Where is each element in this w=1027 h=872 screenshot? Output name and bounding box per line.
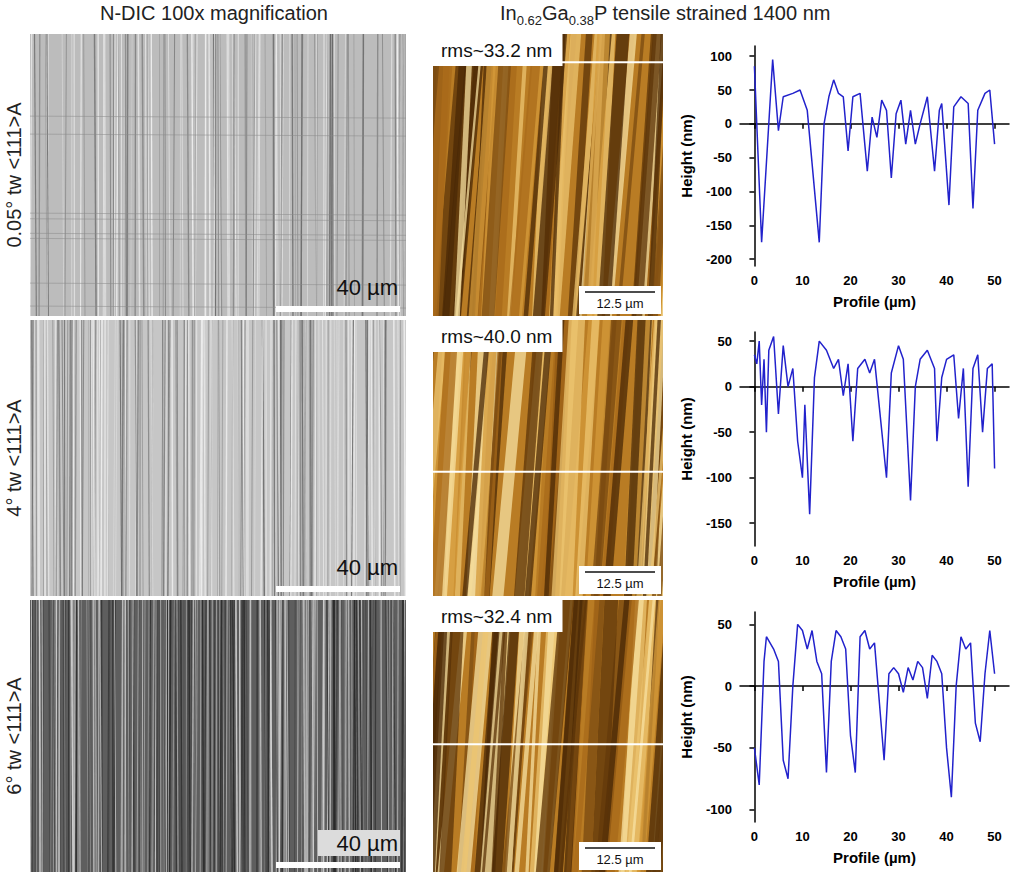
svg-text:10: 10 <box>795 829 809 844</box>
svg-text:40: 40 <box>939 273 953 288</box>
svg-text:10: 10 <box>795 553 809 568</box>
svg-text:Profile (µm): Profile (µm) <box>833 293 916 310</box>
svg-text:-100: -100 <box>706 184 732 199</box>
svg-text:40 µm: 40 µm <box>336 555 398 580</box>
svg-text:-50: -50 <box>713 150 732 165</box>
svg-text:20: 20 <box>843 553 857 568</box>
svg-text:-150: -150 <box>706 516 732 531</box>
svg-text:-100: -100 <box>706 802 732 817</box>
html-text:0.05° tw <111>A: 0.05° tw <111>A <box>2 102 25 248</box>
svg-text:12.5 µm: 12.5 µm <box>596 852 643 867</box>
svg-text:Height (nm): Height (nm) <box>678 397 695 480</box>
html-text:N-DIC 100x magnification: N-DIC 100x magnification <box>100 2 328 24</box>
svg-text:rms~40.0 nm: rms~40.0 nm <box>441 326 552 347</box>
html-text:4° tw <111>A: 4° tw <111>A <box>2 399 25 517</box>
svg-text:100: 100 <box>710 49 732 64</box>
html-text:In0.62Ga0.38P tensile strained: In0.62Ga0.38P tensile strained 1400 nm <box>500 2 831 28</box>
svg-text:40: 40 <box>939 829 953 844</box>
svg-text:50: 50 <box>718 334 732 349</box>
svg-text:-200: -200 <box>706 252 732 267</box>
svg-text:12.5 µm: 12.5 µm <box>596 296 643 311</box>
svg-text:Profile (µm): Profile (µm) <box>833 573 916 590</box>
svg-text:Profile (µm): Profile (µm) <box>833 849 916 866</box>
svg-text:Height (nm): Height (nm) <box>678 675 695 758</box>
svg-text:30: 30 <box>891 273 905 288</box>
svg-text:rms~33.2 nm: rms~33.2 nm <box>441 40 552 61</box>
svg-text:50: 50 <box>718 83 732 98</box>
svg-text:40 µm: 40 µm <box>336 275 398 300</box>
svg-text:30: 30 <box>891 553 905 568</box>
svg-text:0: 0 <box>725 679 732 694</box>
svg-text:10: 10 <box>795 273 809 288</box>
svg-text:50: 50 <box>987 829 1001 844</box>
svg-text:Height (nm): Height (nm) <box>678 114 695 197</box>
svg-text:-100: -100 <box>706 470 732 485</box>
svg-text:40 µm: 40 µm <box>336 831 398 856</box>
svg-text:12.5 µm: 12.5 µm <box>596 576 643 591</box>
svg-text:50: 50 <box>987 553 1001 568</box>
svg-text:rms~32.4 nm: rms~32.4 nm <box>441 606 552 627</box>
svg-text:20: 20 <box>843 273 857 288</box>
svg-text:0: 0 <box>751 829 758 844</box>
svg-text:40: 40 <box>939 553 953 568</box>
svg-text:0: 0 <box>725 379 732 394</box>
svg-text:50: 50 <box>718 617 732 632</box>
svg-text:-50: -50 <box>713 425 732 440</box>
svg-text:0: 0 <box>751 553 758 568</box>
svg-text:50: 50 <box>987 273 1001 288</box>
svg-text:-150: -150 <box>706 218 732 233</box>
svg-text:20: 20 <box>843 829 857 844</box>
svg-text:-50: -50 <box>713 740 732 755</box>
html-text:6° tw <111>A: 6° tw <111>A <box>2 677 25 795</box>
svg-text:30: 30 <box>891 829 905 844</box>
svg-text:0: 0 <box>725 116 732 131</box>
svg-text:0: 0 <box>751 273 758 288</box>
